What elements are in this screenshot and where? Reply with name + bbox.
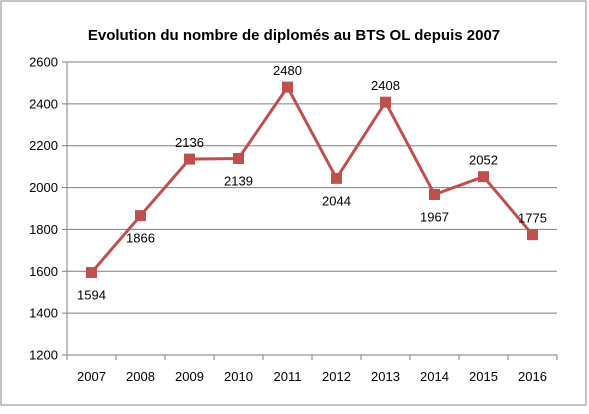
- data-point-marker: [233, 152, 244, 164]
- data-label: 1775: [518, 211, 547, 226]
- data-point-marker: [135, 210, 146, 222]
- chart-title: Evolution du nombre de diplomés au BTS O…: [88, 27, 500, 44]
- y-tick-label: 2000: [29, 180, 58, 195]
- data-point-marker: [429, 188, 440, 200]
- y-tick-label: 2600: [29, 55, 58, 70]
- chart-border: [0, 0, 587, 406]
- data-label: 1967: [420, 209, 449, 224]
- data-point-marker: [527, 229, 538, 241]
- y-tick-label: 2400: [29, 96, 58, 111]
- y-tick-label: 2200: [29, 138, 58, 153]
- data-label: 1866: [126, 231, 155, 246]
- y-tick-label: 1400: [29, 306, 58, 321]
- x-tick-label: 2011: [274, 369, 302, 384]
- data-point-marker: [184, 153, 195, 165]
- y-tick-label: 1600: [29, 264, 58, 279]
- data-point-marker: [331, 172, 342, 184]
- grid-layer: [67, 61, 557, 356]
- x-tick-label: 2014: [420, 369, 449, 384]
- axis-layer: 1200 1400 1600 1800 2000 2200 2400 2600 2007 2008…: [29, 55, 558, 384]
- data-label: 2408: [371, 78, 400, 93]
- x-tick-label: 2015: [469, 369, 498, 384]
- data-point-marker: [282, 81, 293, 93]
- x-tick-label: 2009: [175, 369, 204, 384]
- x-tick-label: 2013: [371, 369, 400, 384]
- x-tick-label: 2012: [322, 369, 351, 384]
- data-label: 1594: [77, 288, 106, 303]
- data-label: 2480: [273, 63, 302, 78]
- x-tick-label: 2010: [224, 369, 253, 384]
- series-line: [90, 85, 534, 275]
- data-point-marker: [86, 267, 97, 279]
- y-tick-label: 1800: [29, 222, 58, 237]
- x-tick-label: 2016: [518, 369, 547, 384]
- data-label: 2044: [322, 193, 351, 208]
- data-point-marker: [478, 171, 489, 183]
- data-label: 2052: [469, 153, 498, 168]
- label-layer: 1594 1866 2136 2139 2480 2044 2408 1967 2052 1775: [77, 63, 547, 302]
- data-point-marker: [380, 96, 391, 108]
- x-tick-label: 2007: [77, 369, 106, 384]
- data-label: 2139: [224, 173, 253, 188]
- x-tick-label: 2008: [126, 369, 155, 384]
- series-layer: [86, 81, 538, 279]
- data-label: 2136: [175, 135, 204, 150]
- y-tick-label: 1200: [29, 348, 58, 363]
